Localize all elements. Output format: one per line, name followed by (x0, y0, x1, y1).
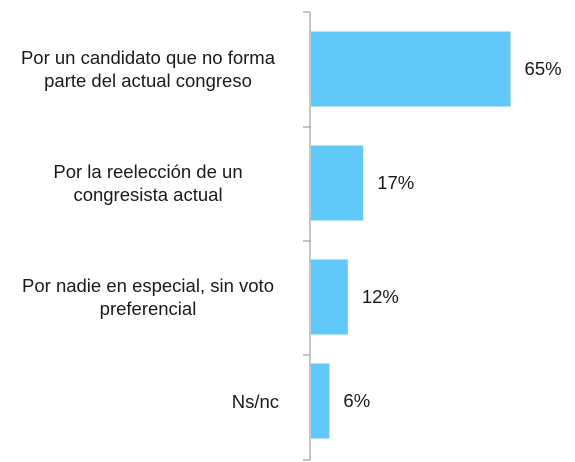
bar (311, 31, 511, 107)
value-label: 6% (343, 390, 371, 411)
bar (311, 259, 348, 335)
bar (311, 363, 330, 439)
category-label: Por un candidato que no forma parte del … (20, 47, 276, 91)
category-label: Ns/nc (231, 390, 279, 412)
category-label: Por nadie en especial, sin voto preferen… (22, 275, 274, 319)
value-label: 65% (524, 58, 562, 79)
category-label: Por la reelección de un congresista actu… (53, 161, 243, 205)
value-label: 17% (377, 172, 415, 193)
bar (311, 145, 364, 221)
value-label: 12% (361, 286, 399, 307)
